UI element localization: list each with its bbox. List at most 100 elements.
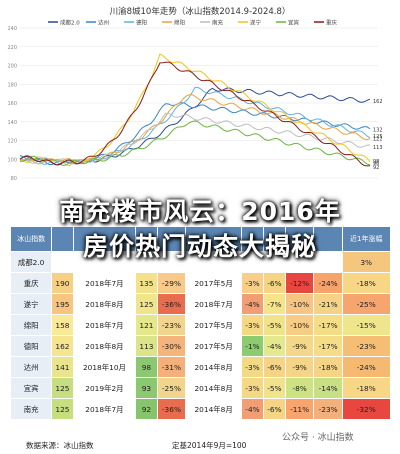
legend-label: 绵阳: [174, 19, 185, 27]
value-cell: 2017年5月: [185, 314, 243, 336]
chart-title: 川渝8城10年走势（冰山指数2014.9-2024.8）: [110, 6, 291, 17]
value-cell: 2018年7月: [72, 314, 137, 336]
end-value-label: 92: [373, 165, 379, 171]
series-line: [19, 86, 371, 165]
value-cell: 125: [135, 293, 158, 315]
end-value-label: 96: [373, 161, 379, 167]
header-cell: [241, 226, 264, 252]
table-row: 南充 125 2018年7月 92 -36% 2014年8月 -4% -6% -11% -23% -…: [9, 398, 392, 420]
table-row: 达州 141 2018年10月 98 -31% 2014年8月 -3% -6% -9% -18% -…: [9, 356, 392, 378]
value-cell: -30%: [156, 335, 187, 357]
y-tick-label: 180: [7, 82, 17, 88]
table-row: 德阳 162 2018年8月 113 -30% 2017年5月 -1% -4% -9% -17% -…: [9, 335, 392, 357]
legend-label: 宜宾: [288, 19, 300, 27]
value-cell: -32%: [341, 398, 391, 420]
table-row: 重庆 190 2018年7月 135 -29% 2017年5月 -3% -6% -12% -24%…: [9, 272, 392, 294]
value-cell: -25%: [341, 293, 391, 315]
spacer-cell: [389, 356, 392, 378]
spacer-cell: [389, 377, 392, 399]
y-tick-label: 100: [7, 157, 17, 163]
value-cell: -24%: [341, 356, 391, 378]
watermark: 公众号 · 冰山指数: [282, 433, 354, 443]
end-value-label: 98: [373, 159, 379, 165]
city-cell: 达州: [9, 356, 53, 378]
value-cell: -7%: [262, 293, 286, 315]
value-cell: -29%: [156, 272, 187, 294]
value-cell: -18%: [341, 272, 391, 294]
value-cell: 2014年8月: [185, 377, 243, 399]
value-cell: -6%: [262, 398, 286, 420]
value-cell: 121: [135, 314, 158, 336]
data-table: 冰山指数 近1年涨幅 成都2.0 3% 重庆 190 2018年7月 135 -29% 2017…: [9, 226, 392, 420]
value-cell: -25%: [156, 377, 187, 399]
legend-label: 达州: [98, 19, 109, 27]
value-cell: [185, 251, 243, 273]
value-cell: 2017年5月: [185, 335, 243, 357]
legend-label: 德阳: [136, 19, 147, 27]
table-row: 绵阳 158 2018年7月 121 -23% 2017年5月 -3% -5% -10% -17%…: [9, 314, 392, 336]
table-body: 成都2.0 3% 重庆 190 2018年7月 135 -29% 2017年5月 -3% -6% -…: [9, 251, 392, 420]
series-line: [19, 120, 371, 167]
city-cell: 德阳: [9, 335, 53, 357]
value-cell: -3%: [241, 272, 264, 294]
end-value-label: 113: [373, 145, 383, 151]
value-cell: -5%: [262, 377, 286, 399]
city-cell: 绵阳: [9, 314, 53, 336]
value-cell: 92: [135, 398, 158, 420]
value-cell: -6%: [262, 356, 286, 378]
value-cell: 2014年8月: [185, 356, 243, 378]
value-cell: -21%: [313, 293, 343, 315]
y-tick-label: 220: [7, 45, 17, 51]
value-cell: -31%: [156, 356, 187, 378]
headline-line-2: 房价热门动态大揭秘: [82, 232, 317, 261]
value-cell: -3%: [241, 377, 264, 399]
value-cell: 141: [51, 356, 74, 378]
header-cell: [156, 226, 187, 252]
value-cell: -6%: [262, 272, 286, 294]
city-cell: 重庆: [9, 272, 53, 294]
spacer-cell: [389, 293, 392, 315]
spacer-cell: [389, 398, 392, 420]
value-cell: -10%: [284, 293, 315, 315]
value-cell: 2017年5月: [185, 272, 243, 294]
value-cell: 125: [51, 398, 74, 420]
value-cell: 2018年7月: [72, 398, 137, 420]
legend-label: 重庆: [326, 19, 338, 27]
value-cell: -11%: [284, 398, 315, 420]
y-tick-label: 200: [7, 64, 17, 70]
series-line: [19, 112, 371, 165]
series-line: [19, 94, 371, 165]
value-cell: 2014年8月: [185, 398, 243, 420]
legend-label: 南充: [212, 19, 224, 27]
value-cell: [262, 251, 286, 273]
line-chart: 川渝8城10年走势（冰山指数2014.9-2024.8） 成都2.0 达州 德阳 绵阳 南…: [7, 6, 383, 182]
value-cell: 2018年8月: [72, 293, 137, 315]
value-cell: -9%: [284, 356, 315, 378]
value-cell: -8%: [284, 377, 315, 399]
value-cell: -12%: [284, 272, 315, 294]
value-cell: 190: [51, 272, 74, 294]
series-line: [19, 61, 371, 167]
value-cell: 135: [135, 272, 158, 294]
y-tick-label: 140: [7, 120, 17, 126]
value-cell: 2018年10月: [72, 356, 137, 378]
value-cell: -36%: [156, 398, 187, 420]
table-row: 成都2.0 3%: [9, 251, 392, 273]
value-cell: -15%: [341, 314, 391, 336]
city-cell: 遂宁: [9, 293, 53, 315]
header-cell: [262, 226, 286, 252]
value-cell: 93: [135, 377, 158, 399]
value-cell: -18%: [341, 377, 391, 399]
value-cell: -5%: [262, 314, 286, 336]
footer-source: 数据来源：冰山指数: [26, 441, 94, 450]
value-cell: 2018年7月: [72, 272, 137, 294]
legend-label: 成都2.0: [60, 19, 80, 27]
y-tick-label: 240: [7, 26, 17, 32]
spacer-cell: [389, 335, 392, 357]
value-cell: -23%: [313, 398, 343, 420]
value-cell: -23%: [341, 335, 391, 357]
value-cell: -4%: [262, 335, 286, 357]
table-row: 遂宁 195 2018年8月 125 -36% 2018年7月 -4% -7% -10% -21%…: [9, 293, 392, 315]
value-cell: [51, 251, 74, 273]
